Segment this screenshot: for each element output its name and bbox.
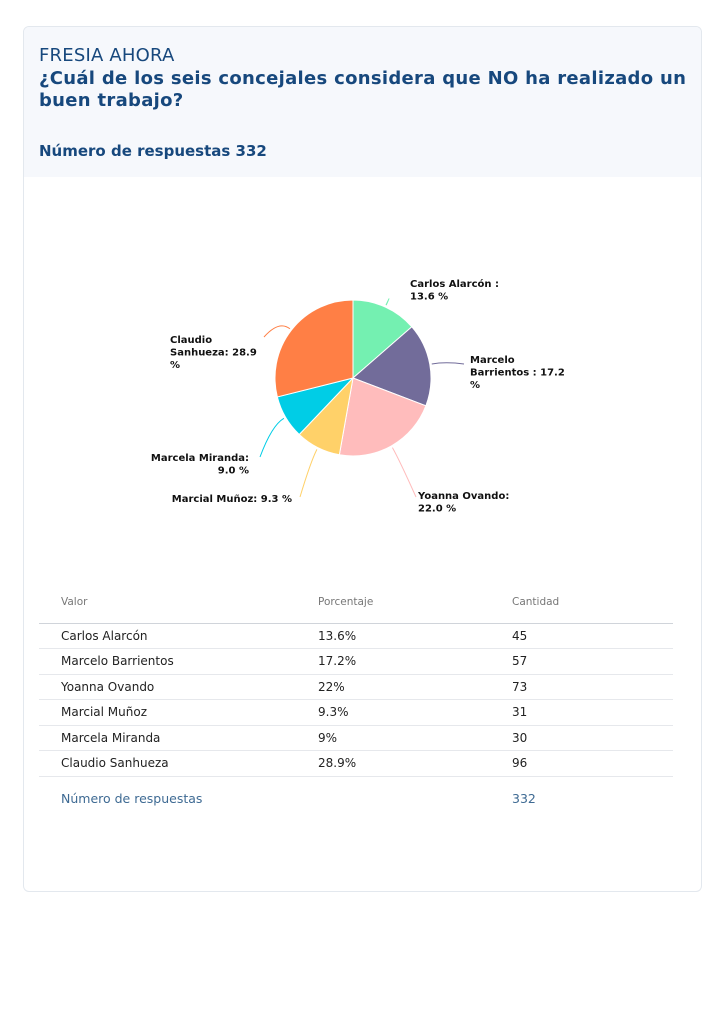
pie-connector-line (431, 362, 465, 365)
cell-cantidad: 73 (490, 674, 673, 700)
cell-porcentaje: 9.3% (296, 699, 490, 726)
brand-title: FRESIA AHORA (39, 45, 175, 66)
cell-porcentaje: 28.9% (296, 750, 490, 777)
survey-card: FRESIA AHORA ¿Cuál de los seis concejale… (23, 26, 702, 892)
pie-connector-line (391, 447, 417, 498)
pie-data-label: Marcela Miranda: 9.0 % (151, 453, 249, 477)
pie-connector-line (259, 417, 285, 458)
total-empty (296, 776, 490, 820)
cell-cantidad: 31 (490, 699, 673, 726)
table-row: Carlos Alarcón 13.6% 45 (39, 623, 673, 649)
table-row: Yoanna Ovando 22% 73 (39, 674, 673, 700)
cell-cantidad: 96 (490, 750, 673, 777)
pie-chart: Carlos Alarcón :13.6 % Marcelo Barrientos … (151, 278, 565, 515)
results-table: Valor Porcentaje Cantidad Carlos Alarcón… (39, 582, 673, 820)
table-row: Marcelo Barrientos 17.2% 57 (39, 648, 673, 675)
pie-data-label: Claudio Sanhueza: 28.9% (170, 335, 257, 371)
cell-cantidad: 30 (490, 725, 673, 751)
cell-cantidad: 57 (490, 648, 673, 675)
pie-slice-marcelo-barrientos[interactable] (352, 326, 432, 407)
total-row: Número de respuestas 332 (39, 776, 673, 820)
header-porcentaje: Porcentaje (296, 582, 490, 624)
pie-data-label: Marcelo Barrientos : 17.2% (470, 355, 565, 391)
cell-valor: Marcelo Barrientos (39, 648, 296, 675)
cell-porcentaje: 13.6% (296, 623, 490, 649)
table-row: Marcela Miranda 9% 30 (39, 725, 673, 751)
pie-slice-claudio-sanhueza[interactable] (274, 299, 354, 398)
table-header-row: Valor Porcentaje Cantidad (39, 582, 673, 624)
total-value: 332 (512, 790, 536, 806)
cell-porcentaje: 17.2% (296, 648, 490, 675)
table-row: Claudio Sanhueza 28.9% 96 (39, 750, 673, 777)
responses-count: Número de respuestas 332 (39, 142, 267, 160)
pie-connector-line (385, 298, 390, 306)
cell-valor: Yoanna Ovando (39, 674, 296, 700)
cell-porcentaje: 9% (296, 725, 490, 751)
pie-slice-yoanna-ovando[interactable] (338, 377, 427, 457)
cell-valor: Carlos Alarcón (39, 623, 296, 649)
pie-slice-carlos-alarcon[interactable] (352, 299, 413, 380)
total-label: Número de respuestas (61, 790, 203, 806)
cell-valor: Marcial Muñoz (39, 699, 296, 726)
cell-cantidad: 45 (490, 623, 673, 649)
question-title: ¿Cuál de los seis concejales considera q… (39, 68, 687, 111)
cell-porcentaje: 22% (296, 674, 490, 700)
header-valor: Valor (39, 582, 296, 624)
pie-connector-line (263, 325, 291, 338)
pie-data-label: Yoanna Ovando: 22.0 % (417, 491, 509, 515)
table-row: Marcial Muñoz 9.3% 31 (39, 699, 673, 726)
card-header: FRESIA AHORA ¿Cuál de los seis concejale… (24, 27, 701, 177)
pie-chart-area: Carlos Alarcón :13.6 % Marcelo Barrientos … (24, 177, 701, 567)
cell-valor: Claudio Sanhueza (39, 750, 296, 777)
pie-connector-line (299, 449, 318, 498)
header-cantidad: Cantidad (490, 582, 673, 624)
pie-data-label: Carlos Alarcón :13.6 % (410, 278, 499, 303)
cell-valor: Marcela Miranda (39, 725, 296, 751)
pie-data-label: Marcial Muñoz: 9.3 % (172, 494, 292, 505)
